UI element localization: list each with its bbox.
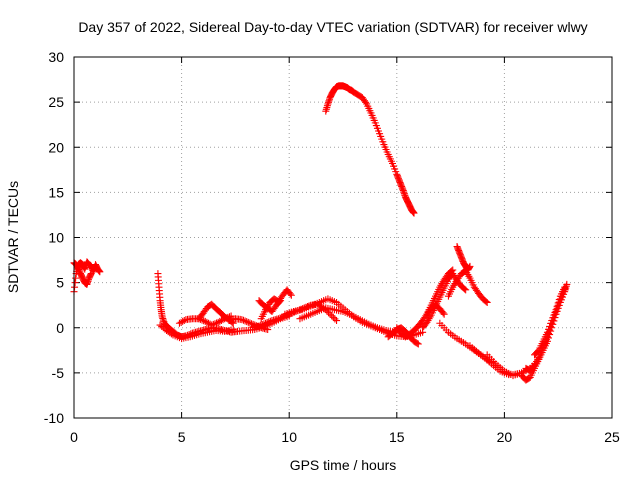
data-point <box>260 320 268 328</box>
data-point <box>229 326 237 334</box>
data-point <box>239 316 247 324</box>
y-tick-label: 25 <box>48 94 64 110</box>
data-point <box>276 298 284 306</box>
y-tick-label: 5 <box>56 275 64 291</box>
data-point <box>278 313 286 321</box>
data-point <box>547 319 555 327</box>
data-point <box>211 320 219 328</box>
x-tick-label: 25 <box>604 429 620 445</box>
data-point <box>439 309 447 317</box>
data-point <box>410 209 418 217</box>
data-point <box>328 312 336 320</box>
data-points <box>70 82 571 384</box>
data-point <box>545 325 553 333</box>
data-point <box>274 315 282 323</box>
plot-frame <box>73 56 613 419</box>
x-tick-label: 0 <box>70 429 78 445</box>
data-point <box>483 298 491 306</box>
data-point <box>266 317 274 325</box>
data-point <box>287 291 295 299</box>
data-point <box>461 285 469 293</box>
y-tick-label: -10 <box>44 410 64 426</box>
data-point <box>262 319 270 327</box>
data-point <box>440 310 448 318</box>
data-point <box>543 328 551 336</box>
data-point <box>241 317 249 325</box>
data-point <box>263 319 271 327</box>
x-tick-label: 15 <box>389 429 405 445</box>
data-point <box>554 299 562 307</box>
data-point <box>546 322 554 330</box>
data-point <box>362 98 370 106</box>
data-point <box>258 321 266 329</box>
y-tick-label: 15 <box>48 184 64 200</box>
data-point <box>482 298 490 306</box>
data-point <box>329 313 337 321</box>
x-tick-label: 10 <box>281 429 297 445</box>
data-point <box>333 317 341 325</box>
data-point <box>276 314 284 322</box>
data-point <box>209 320 217 328</box>
x-tick-label: 5 <box>178 429 186 445</box>
data-point <box>238 316 246 324</box>
data-point <box>561 283 569 291</box>
data-point <box>213 319 221 327</box>
data-point <box>264 326 272 334</box>
x-tick-label: 20 <box>497 429 513 445</box>
data-point <box>277 297 285 305</box>
data-point <box>462 286 470 294</box>
data-point <box>246 319 254 327</box>
data-point <box>87 270 95 278</box>
data-point <box>244 318 252 326</box>
data-point <box>414 340 422 348</box>
y-tick-label: 20 <box>48 139 64 155</box>
data-point <box>553 302 561 310</box>
data-point <box>265 318 273 326</box>
y-tick-label: 10 <box>48 230 64 246</box>
y-axis-label: SDTVAR / TECUs <box>5 181 21 293</box>
x-axis-label: GPS time / hours <box>290 457 397 473</box>
y-tick-label: -5 <box>52 365 65 381</box>
data-point <box>413 339 421 347</box>
data-point <box>96 268 104 276</box>
data-point <box>167 330 175 338</box>
data-point <box>331 315 339 323</box>
data-point <box>286 290 294 298</box>
data-point <box>257 321 265 329</box>
data-point <box>552 306 560 314</box>
data-point <box>555 296 563 304</box>
data-point <box>200 317 208 325</box>
data-point <box>448 267 456 275</box>
y-tick-label: 0 <box>56 320 64 336</box>
data-point <box>255 322 263 330</box>
data-point <box>243 318 251 326</box>
data-point <box>449 266 457 274</box>
data-point <box>248 320 256 328</box>
data-point <box>208 321 216 329</box>
data-point <box>466 262 474 270</box>
y-tick-label: 30 <box>48 49 64 65</box>
chart-title: Day 357 of 2022, Sidereal Day-to-day VTE… <box>78 19 587 35</box>
data-point <box>180 317 188 325</box>
axis-ticks: 0 5 10 15 20 25 -10 -5 0 5 10 15 20 25 30 <box>44 49 620 445</box>
